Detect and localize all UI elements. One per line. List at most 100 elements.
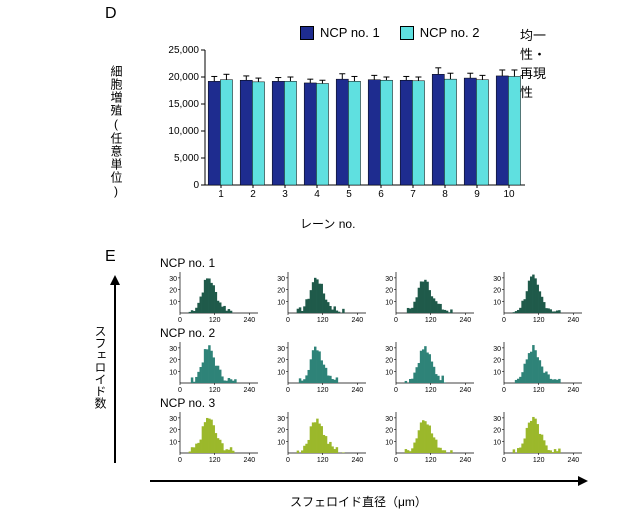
svg-text:20: 20 <box>277 358 285 365</box>
svg-text:120: 120 <box>533 317 545 324</box>
svg-text:120: 120 <box>425 317 437 324</box>
panel-e: スフェロイド数 スフェロイド直径（μm） NCP no. 11020300120… <box>100 255 590 515</box>
svg-text:10: 10 <box>169 299 177 306</box>
svg-text:20: 20 <box>169 288 177 295</box>
svg-text:120: 120 <box>533 457 545 464</box>
histogram-cell: 10 20 30 0 120 240 <box>268 270 368 325</box>
panel-e-xlabel: スフェロイド直径（μm） <box>290 493 427 510</box>
panel-d-letter: D <box>105 5 117 23</box>
legend-d: NCP no. 1 NCP no. 2 <box>300 25 500 43</box>
svg-text:120: 120 <box>317 387 329 394</box>
svg-text:20: 20 <box>493 358 501 365</box>
svg-text:30: 30 <box>277 416 285 423</box>
svg-text:20: 20 <box>169 428 177 435</box>
histogram-cell: 10 20 30 0 120 240 <box>268 340 368 395</box>
svg-text:30: 30 <box>385 416 393 423</box>
svg-text:240: 240 <box>567 457 579 464</box>
svg-text:5: 5 <box>346 189 352 200</box>
histogram-cell: 1020300120240 <box>484 410 584 465</box>
svg-text:20: 20 <box>385 358 393 365</box>
svg-text:20: 20 <box>277 428 285 435</box>
histogram-row-label: NCP no. 1 <box>160 256 215 270</box>
svg-text:0: 0 <box>394 317 398 324</box>
svg-text:240: 240 <box>243 317 255 324</box>
svg-text:120: 120 <box>317 457 329 464</box>
svg-text:240: 240 <box>567 387 579 394</box>
svg-text:240: 240 <box>243 457 255 464</box>
histogram-row: 1020300120240102030012024010203001202401… <box>160 410 590 465</box>
svg-text:5,000: 5,000 <box>174 153 199 164</box>
svg-text:240: 240 <box>351 457 363 464</box>
histogram-cell: 1020300120240 <box>484 270 584 325</box>
svg-text:10: 10 <box>169 439 177 446</box>
svg-text:20: 20 <box>169 358 177 365</box>
svg-text:0: 0 <box>394 387 398 394</box>
svg-text:20: 20 <box>493 428 501 435</box>
svg-text:20: 20 <box>277 288 285 295</box>
svg-text:0: 0 <box>502 387 506 394</box>
svg-text:30: 30 <box>493 276 501 283</box>
histogram-cell: 1020300120240 <box>376 340 476 395</box>
svg-text:0: 0 <box>193 180 199 191</box>
svg-text:10: 10 <box>169 369 177 376</box>
svg-text:9: 9 <box>474 189 480 200</box>
svg-text:120: 120 <box>317 317 329 324</box>
legend-label: NCP no. 1 <box>320 25 380 40</box>
svg-text:120: 120 <box>209 457 221 464</box>
y-arrow <box>114 283 116 463</box>
svg-text:30: 30 <box>277 276 285 283</box>
svg-text:10: 10 <box>493 369 501 376</box>
svg-text:4: 4 <box>314 189 320 200</box>
panel-e-ylabel: スフェロイド数 <box>92 325 109 409</box>
histogram-cell: 1020300120240 <box>376 410 476 465</box>
svg-text:3: 3 <box>282 189 288 200</box>
svg-text:0: 0 <box>286 387 290 394</box>
svg-text:0: 0 <box>178 457 182 464</box>
svg-text:30: 30 <box>169 276 177 283</box>
legend-label: NCP no. 2 <box>420 25 480 40</box>
svg-text:20: 20 <box>385 428 393 435</box>
svg-text:240: 240 <box>351 317 363 324</box>
svg-text:240: 240 <box>567 317 579 324</box>
panel-d-xlabel: レーン no. <box>300 215 355 232</box>
svg-text:8: 8 <box>442 189 448 200</box>
svg-text:10: 10 <box>277 439 285 446</box>
svg-text:30: 30 <box>493 416 501 423</box>
svg-text:0: 0 <box>286 457 290 464</box>
histogram-cell: 10 20 30 0 120 240 <box>160 340 260 395</box>
svg-text:0: 0 <box>178 317 182 324</box>
svg-text:30: 30 <box>169 346 177 353</box>
legend-swatch <box>300 26 314 40</box>
svg-text:0: 0 <box>502 457 506 464</box>
svg-text:0: 0 <box>178 387 182 394</box>
svg-text:120: 120 <box>209 387 221 394</box>
svg-text:120: 120 <box>209 317 221 324</box>
svg-text:240: 240 <box>459 317 471 324</box>
svg-text:0: 0 <box>394 457 398 464</box>
legend-swatch <box>400 26 414 40</box>
histogram-cell: 1020300120240 <box>376 270 476 325</box>
svg-text:7: 7 <box>410 189 416 200</box>
panel-d-ylabel: 細胞増殖(任意単位) <box>108 65 125 199</box>
histogram-row-label: NCP no. 3 <box>160 396 215 410</box>
svg-text:0: 0 <box>286 317 290 324</box>
histogram-row: 1020300120240102030012024010203001202401… <box>160 270 590 325</box>
svg-text:10: 10 <box>277 369 285 376</box>
histogram-cell: 1020300120240 <box>484 340 584 395</box>
svg-text:120: 120 <box>425 387 437 394</box>
svg-text:240: 240 <box>243 387 255 394</box>
histogram-row-label: NCP no. 2 <box>160 326 215 340</box>
svg-text:10: 10 <box>493 299 501 306</box>
svg-text:10,000: 10,000 <box>168 126 199 137</box>
svg-text:30: 30 <box>169 416 177 423</box>
svg-text:30: 30 <box>385 346 393 353</box>
svg-text:240: 240 <box>351 387 363 394</box>
svg-text:15,000: 15,000 <box>168 99 199 110</box>
svg-text:30: 30 <box>277 346 285 353</box>
svg-text:20: 20 <box>493 288 501 295</box>
svg-text:10: 10 <box>277 299 285 306</box>
legend-item: NCP no. 1 <box>300 25 380 40</box>
svg-text:10: 10 <box>385 299 393 306</box>
svg-text:240: 240 <box>459 457 471 464</box>
svg-text:2: 2 <box>250 189 256 200</box>
